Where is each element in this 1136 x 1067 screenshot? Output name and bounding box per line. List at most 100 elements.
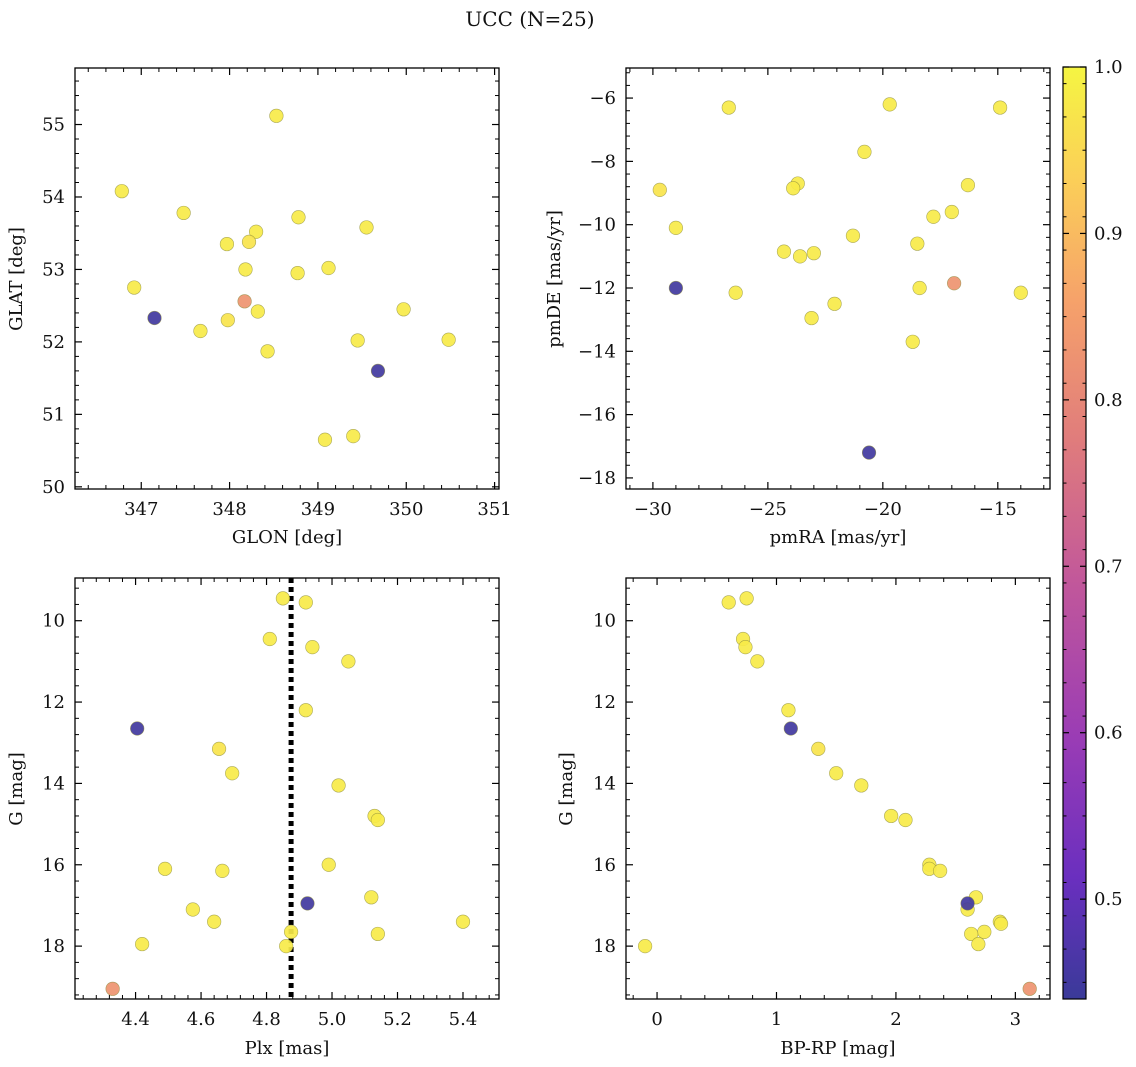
y-tick-label: 55	[42, 115, 65, 136]
data-point	[364, 890, 379, 905]
data-point	[305, 640, 320, 655]
data-point	[127, 280, 142, 295]
colorbar-tick-label: 0.5	[1094, 889, 1123, 910]
data-point	[668, 280, 683, 296]
data-point	[829, 766, 844, 781]
x-tick-label: 4.4	[121, 1009, 150, 1030]
data-point	[781, 703, 796, 718]
x-tick-label: 348	[212, 499, 246, 520]
data-point	[721, 100, 736, 115]
x-axis-label: GLON [deg]	[232, 527, 342, 548]
data-point	[250, 304, 265, 319]
data-point	[947, 276, 962, 291]
x-axis-label: pmRA [mas/yr]	[770, 527, 907, 548]
y-tick-label: 14	[42, 773, 65, 794]
data-point	[806, 246, 821, 261]
y-tick-label: 53	[42, 259, 65, 280]
data-point	[105, 981, 120, 996]
x-tick-label: 5.0	[318, 1009, 347, 1030]
data-point	[728, 285, 743, 300]
y-axis-label: GLAT [deg]	[6, 227, 27, 331]
data-point	[396, 302, 411, 317]
x-tick-label: −15	[979, 499, 1017, 520]
x-tick-label: 4.6	[187, 1009, 216, 1030]
data-point	[905, 334, 920, 349]
y-tick-label: −6	[589, 88, 616, 109]
x-axis-label: BP-RP [mag]	[780, 1038, 895, 1059]
y-tick-label: 50	[42, 477, 65, 498]
y-tick-label: 10	[42, 611, 65, 632]
y-tick-label: 51	[42, 404, 65, 425]
data-point	[157, 861, 173, 876]
data-point	[977, 924, 992, 939]
data-point	[1013, 285, 1028, 300]
x-tick-label: −20	[864, 499, 902, 520]
y-tick-label: 12	[42, 692, 65, 713]
y-tick-label: 16	[42, 855, 65, 876]
panel-frame	[625, 577, 1051, 1000]
data-point	[219, 236, 235, 252]
y-tick-label: 18	[42, 936, 65, 957]
x-tick-label: 3	[1010, 1009, 1021, 1030]
x-tick-label: −30	[634, 499, 672, 520]
data-point	[926, 209, 941, 224]
panel-frame	[74, 67, 500, 490]
data-point	[804, 310, 819, 326]
data-point	[721, 595, 736, 610]
data-point	[341, 654, 356, 669]
x-tick-label: 351	[477, 499, 511, 520]
data-point	[225, 766, 240, 781]
data-point	[220, 313, 235, 328]
data-point	[854, 778, 869, 793]
data-point	[993, 100, 1008, 115]
data-point	[1022, 981, 1037, 996]
panel-frame	[625, 67, 1051, 490]
data-point	[176, 205, 191, 221]
x-tick-label: 5.2	[383, 1009, 412, 1030]
panel-frame	[74, 577, 500, 1000]
data-point	[776, 244, 792, 259]
data-point	[185, 902, 200, 917]
data-point	[993, 916, 1009, 931]
data-point	[207, 914, 222, 929]
y-tick-label: 52	[42, 332, 65, 353]
data-point	[283, 924, 299, 939]
data-point	[792, 249, 808, 264]
data-point	[455, 914, 471, 929]
data-point	[350, 333, 365, 348]
data-point	[783, 721, 798, 736]
data-point	[638, 939, 653, 954]
data-point	[317, 432, 333, 447]
data-point	[135, 936, 150, 952]
data-point	[241, 234, 257, 250]
y-tick-label: 10	[593, 611, 616, 632]
data-point	[238, 262, 253, 277]
data-point	[130, 721, 145, 736]
x-axis-label: Plx [mas]	[245, 1038, 330, 1059]
data-point	[215, 863, 230, 878]
colorbar-tick-label: 0.8	[1094, 390, 1123, 411]
y-tick-label: 54	[42, 187, 65, 208]
figure-title: UCC (N=25)	[465, 7, 594, 31]
data-point	[668, 220, 683, 235]
x-tick-label: 0	[651, 1009, 662, 1030]
data-point	[960, 896, 975, 911]
data-point	[811, 741, 826, 756]
y-axis-label: G [mag]	[556, 752, 577, 825]
data-point	[298, 595, 313, 610]
data-point	[882, 97, 897, 112]
data-point	[290, 265, 305, 281]
data-point	[898, 812, 913, 828]
panel-plx-g: 4.4 4.6 4.8 5.0 5.2 5.4 10 12 14 16 18 Plx [mas] G…	[6, 577, 500, 1059]
x-tick-label: 350	[389, 499, 423, 520]
y-axis-label: pmDE [mas/yr]	[544, 210, 565, 348]
y-tick-label: −14	[578, 341, 616, 362]
data-point	[739, 591, 754, 606]
data-point	[147, 310, 162, 326]
data-point	[300, 896, 315, 911]
x-tick-label: 5.4	[449, 1009, 478, 1030]
data-point	[971, 936, 986, 952]
data-point	[275, 591, 291, 606]
y-tick-label: 16	[593, 855, 616, 876]
